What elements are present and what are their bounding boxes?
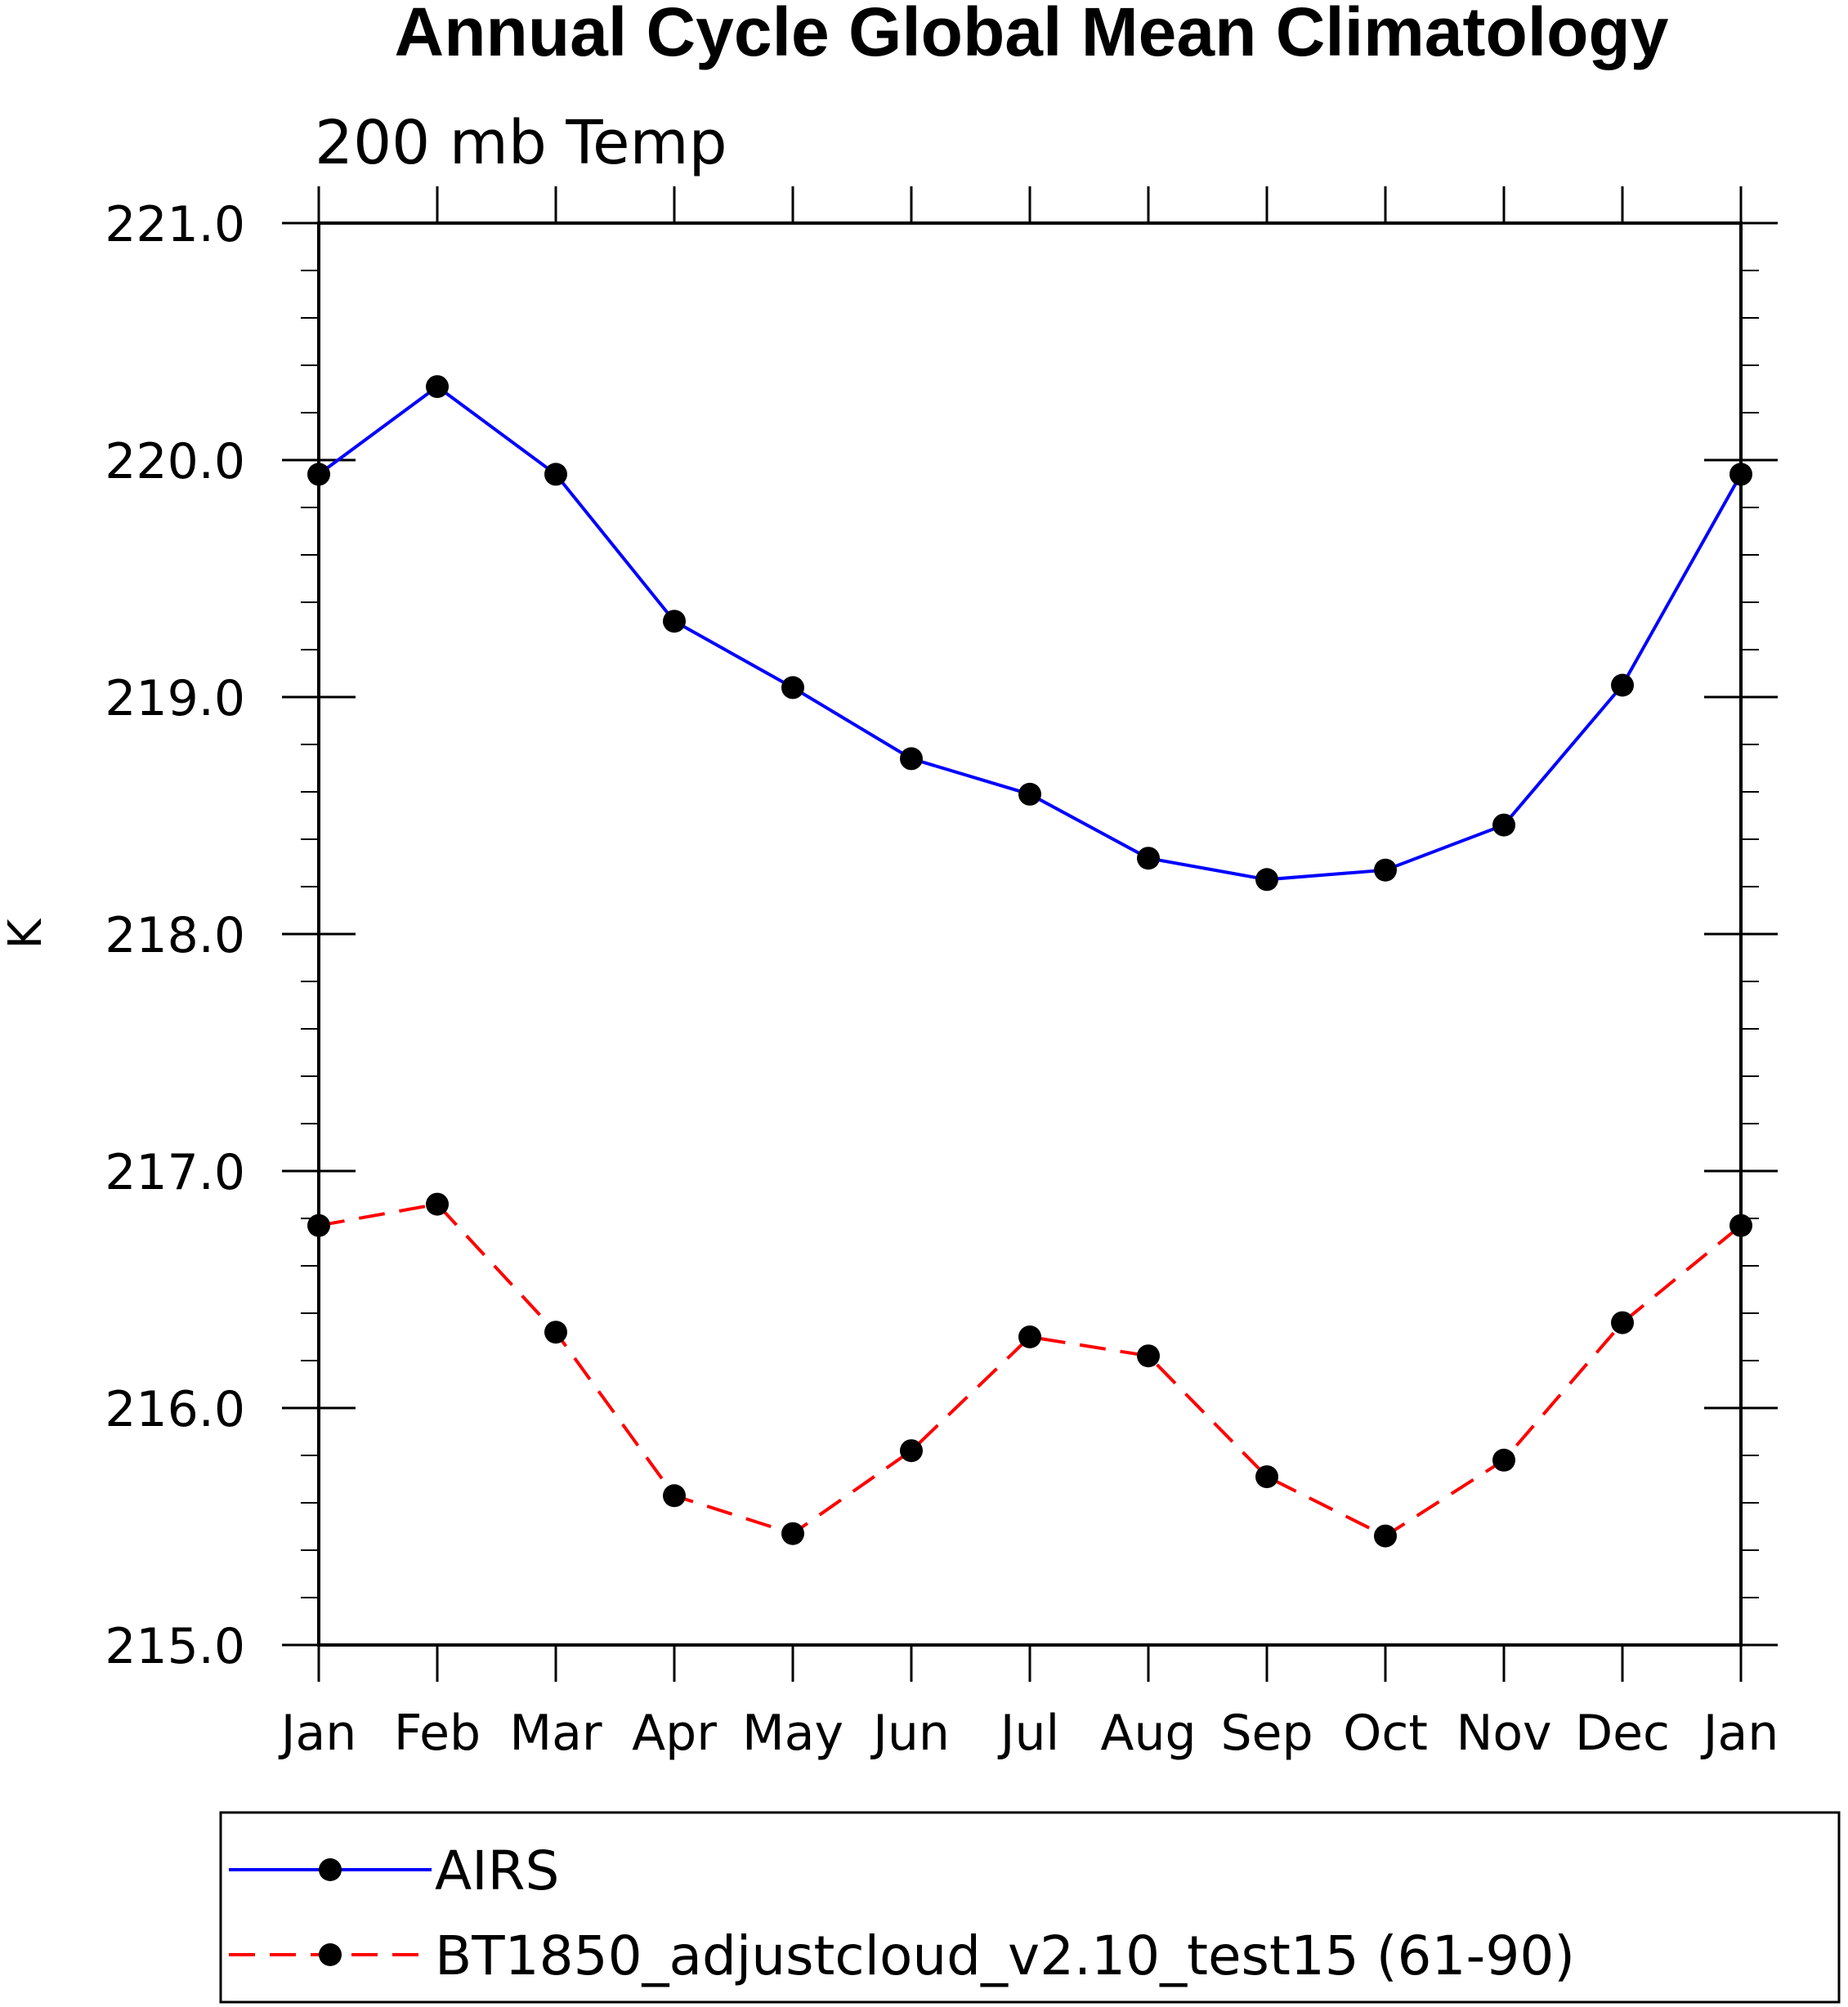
x-tick-label: Oct bbox=[1343, 1705, 1428, 1762]
plot-frame bbox=[317, 221, 1743, 1647]
chart-title: Annual Cycle Global Mean Climatology bbox=[395, 0, 1669, 70]
data-point bbox=[900, 747, 923, 771]
series-2 bbox=[307, 1192, 1752, 1548]
data-point bbox=[1374, 1524, 1397, 1548]
data-point bbox=[1137, 847, 1160, 870]
data-point bbox=[544, 463, 567, 486]
y-tick-label: 216.0 bbox=[105, 1381, 245, 1438]
x-tick-label: Aug bbox=[1100, 1705, 1196, 1762]
legend-entry: AIRS bbox=[229, 1839, 559, 1902]
x-tick-label: Jan bbox=[278, 1705, 357, 1762]
y-axis-label: K bbox=[0, 918, 52, 949]
legend-box bbox=[219, 1811, 1841, 2004]
data-point bbox=[663, 610, 686, 633]
data-point bbox=[900, 1439, 923, 1463]
y-tick-label: 215.0 bbox=[105, 1618, 245, 1675]
data-point bbox=[781, 1522, 804, 1545]
data-point bbox=[1611, 1311, 1634, 1334]
y-tick-label: 217.0 bbox=[105, 1144, 245, 1201]
y-tick-label: 220.0 bbox=[105, 433, 245, 490]
series-line bbox=[318, 1202, 1743, 1538]
x-tick-label: Jan bbox=[1700, 1705, 1779, 1762]
data-point bbox=[1374, 858, 1397, 882]
legend-marker bbox=[319, 1858, 342, 1881]
x-tick-label: Nov bbox=[1456, 1705, 1551, 1762]
legend-marker bbox=[319, 1943, 342, 1966]
data-point bbox=[1492, 813, 1515, 837]
data-point bbox=[1137, 1344, 1160, 1368]
x-tick-label: Apr bbox=[632, 1705, 717, 1762]
data-point bbox=[663, 1484, 686, 1508]
legend-label: AIRS bbox=[435, 1839, 559, 1902]
data-point bbox=[544, 1321, 567, 1344]
legend: AIRS BT1850_adjustcloud_v2.10_test15 (61-… bbox=[219, 1811, 1841, 2004]
x-tick-label: May bbox=[742, 1705, 843, 1762]
axis-ticks bbox=[282, 186, 1778, 1682]
x-tick-labels: Jan Feb Mar Apr May Jun Jul Aug Sep Oct Nov Dec Jan bbox=[278, 1705, 1779, 1762]
data-point bbox=[1018, 1325, 1041, 1348]
data-point bbox=[426, 375, 449, 399]
x-tick-label: Dec bbox=[1575, 1705, 1670, 1762]
y-tick-labels: 215.0 216.0 217.0 218.0 219.0 220.0 221.0 bbox=[105, 196, 245, 1675]
data-point bbox=[1018, 782, 1041, 806]
data-point bbox=[1255, 868, 1278, 892]
data-point bbox=[1492, 1448, 1515, 1472]
series-1 bbox=[307, 375, 1752, 892]
data-point bbox=[1611, 673, 1634, 697]
data-point bbox=[1255, 1465, 1278, 1489]
y-tick-label: 218.0 bbox=[105, 907, 245, 964]
x-tick-label: Mar bbox=[509, 1705, 602, 1762]
x-tick-label: Jun bbox=[870, 1705, 950, 1762]
x-tick-label: Jul bbox=[997, 1705, 1059, 1762]
y-tick-label: 221.0 bbox=[105, 196, 245, 253]
data-point bbox=[781, 676, 804, 700]
legend-entry: BT1850_adjustcloud_v2.10_test15 (61-90) bbox=[229, 1924, 1575, 1987]
series-layer bbox=[307, 375, 1752, 1548]
y-tick-label: 219.0 bbox=[105, 670, 245, 727]
data-point bbox=[426, 1192, 449, 1216]
legend-label: BT1850_adjustcloud_v2.10_test15 (61-90) bbox=[435, 1924, 1575, 1987]
x-tick-label: Feb bbox=[394, 1705, 481, 1762]
x-tick-label: Sep bbox=[1220, 1705, 1313, 1762]
chart-subtitle: 200 mb Temp bbox=[315, 108, 727, 178]
